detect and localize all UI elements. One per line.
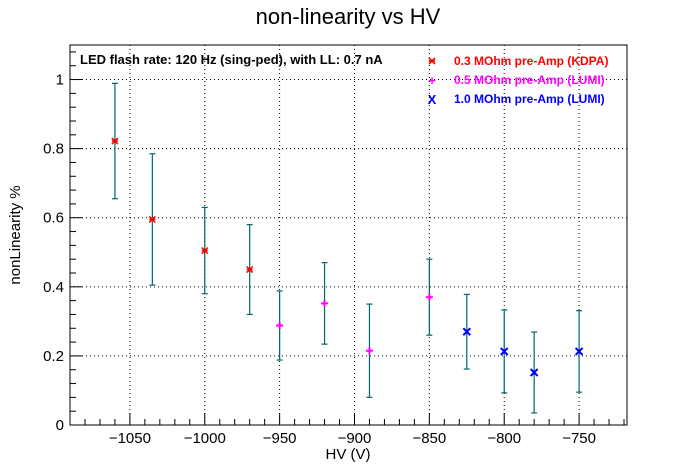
data-point [321,299,329,307]
marker-stroke [574,347,584,356]
marker-stroke [111,137,119,145]
marker-stroke [246,265,254,274]
data-point [111,137,119,145]
x-axis-label: HV (V) [326,446,371,463]
x-tick-label: −900 [338,430,372,447]
y-tick-label: 0.6 [43,210,64,227]
marker-stroke [529,368,539,377]
legend-label: 1.0 MOhm pre-Amp (LUMI) [454,92,605,106]
y-tick-label: 0 [56,417,64,434]
axes: −1050 −1000 −950 −900 −850 −800 −750 0 0.2 0.4 0.6… [43,51,625,447]
marker-stroke [428,57,436,65]
marker-stroke [462,327,471,336]
data-point [246,265,254,274]
x-tick-label: −850 [412,430,446,447]
marker-stroke [148,215,156,224]
data-point [529,368,539,377]
y-axis-label: nonLinearity % [7,185,24,284]
legend-label: 0.5 MOhm pre-Amp (LUMI) [454,73,605,87]
x-tick-label: −800 [487,430,521,447]
data-point [201,246,209,255]
x-tick-label: −750 [562,430,596,447]
marker-stroke [201,246,209,255]
y-tick-label: 0.4 [43,279,64,296]
x-tick-label: −1000 [184,430,226,447]
data-point [148,215,156,224]
data-markers [111,137,584,377]
legend-label: 0.3 MOhm pre-Amp (KDPA) [454,54,608,68]
data-point [365,347,373,355]
data-point [500,347,509,356]
legend: 0.3 MOhm pre-Amp (KDPA) + 0.5 MOhm pre-Amp… [428,54,609,107]
chart-title: non-linearity vs HV [256,4,441,29]
y-tick-label: 1 [56,72,64,89]
data-point [425,293,433,301]
data-point [276,322,284,330]
legend-marker: X [428,92,437,107]
legend-marker [428,57,436,65]
data-point [462,327,471,336]
y-tick-label: 0.2 [43,348,64,365]
data-point [574,347,584,356]
x-tick-label: −1050 [109,430,151,447]
annotation-text: LED flash rate: 120 Hz (sing-ped), with … [80,52,383,67]
marker-stroke [500,347,509,356]
y-tick-label: 0.8 [43,141,64,158]
legend-marker: + [428,73,436,88]
x-tick-label: −950 [263,430,297,447]
plot-frame [69,44,628,426]
